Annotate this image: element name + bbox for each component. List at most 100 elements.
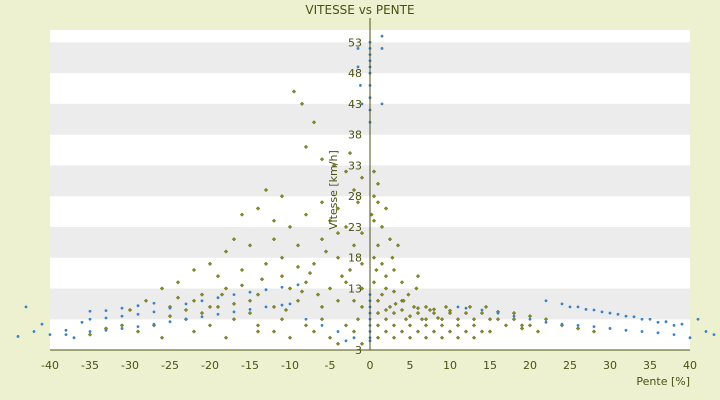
y-tick-label: 18 — [348, 252, 362, 265]
scatter-point — [24, 305, 28, 309]
scatter-point — [447, 329, 453, 334]
scatter-point — [560, 302, 564, 306]
scatter-point — [439, 323, 445, 328]
scatter-point — [352, 336, 356, 340]
scatter-point — [279, 255, 285, 260]
y-axis-title: Vitesse [km/h] — [327, 150, 340, 230]
scatter-point — [191, 267, 197, 273]
scatter-point — [503, 323, 509, 328]
scatter-point — [248, 290, 252, 294]
scatter-point — [279, 317, 285, 322]
scatter-point — [592, 308, 596, 312]
scatter-point — [271, 329, 277, 334]
scatter-point — [104, 328, 108, 332]
scatter-point — [483, 304, 489, 310]
scatter-point — [371, 218, 377, 223]
scatter-point — [48, 333, 52, 337]
scatter-point — [120, 314, 124, 318]
scatter-point — [87, 332, 93, 337]
x-tick-label: 10 — [443, 359, 457, 372]
scatter-point — [648, 317, 652, 321]
scatter-point — [343, 280, 349, 285]
scatter-point — [359, 230, 365, 236]
scatter-point — [255, 292, 261, 297]
scatter-point — [255, 206, 261, 211]
scatter-point — [371, 169, 377, 174]
scatter-point — [375, 335, 381, 340]
scatter-point — [672, 323, 676, 327]
scatter-point — [239, 283, 245, 288]
scatter-point — [391, 323, 397, 328]
scatter-point — [288, 302, 292, 306]
scatter-point — [232, 293, 236, 297]
scatter-point — [672, 333, 676, 337]
scatter-point — [347, 150, 353, 156]
scatter-point — [351, 329, 357, 334]
scatter-point — [360, 102, 364, 106]
scatter-point — [471, 323, 477, 328]
scatter-point — [375, 298, 381, 303]
scatter-point — [343, 169, 349, 174]
scatter-point — [351, 243, 357, 248]
x-tick-label: 20 — [523, 359, 537, 372]
scatter-point — [356, 65, 360, 69]
scatter-point — [393, 301, 398, 306]
scatter-point — [415, 274, 421, 279]
scatter-point — [255, 323, 261, 328]
scatter-point — [495, 317, 501, 322]
scatter-point — [175, 280, 181, 285]
scatter-point — [359, 341, 365, 346]
scatter-point — [407, 314, 413, 319]
scatter-point — [264, 288, 268, 292]
scatter-point — [327, 286, 333, 291]
scatter-point — [423, 323, 429, 328]
scatter-point — [455, 323, 461, 328]
scatter-point — [375, 200, 381, 205]
chart-title: VITESSE vs PENTE — [305, 3, 414, 17]
x-tick-label: -25 — [161, 359, 179, 372]
scatter-point — [16, 335, 20, 338]
axes — [50, 18, 690, 351]
data-points — [16, 34, 716, 346]
scatter-point — [199, 292, 205, 297]
scatter-point — [127, 307, 133, 313]
scatter-point — [80, 320, 84, 324]
scatter-point — [331, 163, 337, 168]
scatter-point — [280, 285, 284, 289]
x-tick-label: 40 — [683, 359, 697, 372]
scatter-point — [423, 304, 429, 310]
scatter-point — [231, 237, 237, 242]
scatter-point — [608, 327, 612, 330]
scatter-point — [680, 322, 684, 326]
scatter-point — [351, 298, 357, 303]
scatter-point — [315, 292, 321, 297]
scatter-point — [456, 305, 460, 309]
scatter-point — [344, 339, 348, 343]
y-tick-label: 13 — [348, 282, 362, 295]
scatter-point — [319, 317, 325, 322]
y-tick-label: 28 — [348, 190, 362, 203]
scatter-point — [399, 307, 405, 313]
scatter-point — [319, 157, 325, 162]
scatter-point — [575, 326, 581, 331]
scatter-point — [395, 243, 401, 248]
scatter-point — [600, 310, 604, 314]
scatter-point — [339, 274, 345, 279]
scatter-point — [347, 267, 353, 273]
scatter-point — [263, 187, 269, 193]
scatter-point — [375, 181, 381, 186]
scatter-point — [271, 237, 277, 242]
y-tick-label: 48 — [348, 67, 362, 80]
scatter-point — [380, 102, 384, 106]
scatter-point — [168, 320, 172, 324]
scatter-point — [248, 307, 252, 311]
scatter-point — [592, 325, 596, 329]
scatter-point — [335, 206, 341, 211]
scatter-point — [464, 306, 468, 310]
scatter-point — [64, 333, 68, 337]
scatter-point — [399, 280, 405, 285]
scatter-point — [255, 329, 261, 334]
scatter-point — [431, 329, 437, 334]
scatter-point — [327, 335, 333, 340]
scatter-point — [512, 314, 516, 318]
